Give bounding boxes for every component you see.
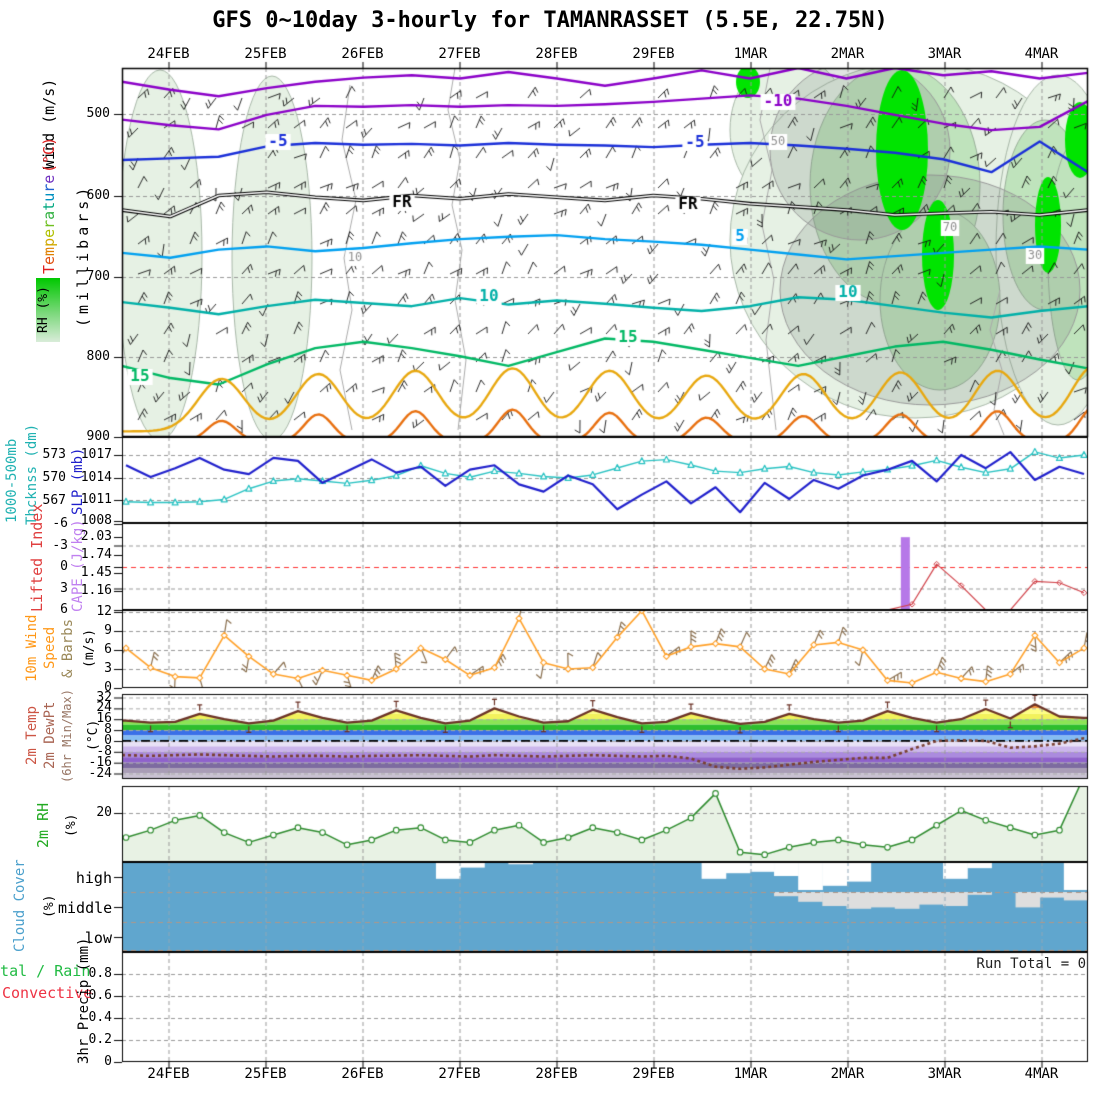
precip-tick: 0.4 <box>88 1010 112 1025</box>
thickness-tick: 570 <box>42 470 66 485</box>
slp-tick: 1008 <box>80 513 112 528</box>
precip-tick: 0.6 <box>88 988 112 1003</box>
wind-tick: 3 <box>104 661 112 676</box>
axis-label-rh-pct: (%) <box>64 813 79 837</box>
top-date-label: 27FEB <box>438 46 481 62</box>
cape-tick: 1.16 <box>80 583 112 598</box>
slp-tick: 1014 <box>80 470 112 485</box>
pressure-tick: 500 <box>86 106 110 121</box>
pressure-tick: 900 <box>86 429 110 444</box>
temp-tick: -24 <box>88 765 112 781</box>
legend-total-rain: Total / Rain <box>0 962 91 980</box>
cloud-row-label-high: high <box>75 869 112 887</box>
temperature-letter: a <box>40 210 58 220</box>
bottom-date-label: 1MAR <box>733 1066 768 1082</box>
bottom-date-label: 24FEB <box>147 1066 190 1082</box>
bottom-date-label: 2MAR <box>830 1066 865 1082</box>
bottom-date-label: 27FEB <box>438 1066 481 1082</box>
axis-label-speed: Speed <box>42 626 58 670</box>
top-date-label: 1MAR <box>733 46 768 62</box>
li-tick: -6 <box>52 516 68 531</box>
axis-label-temperature: Temperature <box>40 172 58 276</box>
li-tick: 3 <box>60 580 68 596</box>
slp-tick: 1017 <box>80 447 112 462</box>
precip-tick: 0.2 <box>88 1032 112 1047</box>
bottom-date-label: 4MAR <box>1024 1066 1059 1082</box>
thickness-tick: 567 <box>42 493 66 508</box>
temperature-letter: m <box>40 246 58 256</box>
temp-tick: -16 <box>88 754 112 770</box>
axis-label-2m-rh: 2m RH <box>34 802 52 848</box>
temperature-letter: u <box>40 192 58 202</box>
temperature-letter: e <box>40 174 58 184</box>
bottom-date-label: 28FEB <box>535 1066 578 1082</box>
temperature-letter: p <box>40 237 58 247</box>
axis-label-2m-temp: 2m Temp <box>24 705 40 765</box>
top-date-label: 25FEB <box>244 46 287 62</box>
temp-tick: 8 <box>104 722 112 738</box>
bottom-date-label: 25FEB <box>244 1066 287 1082</box>
axis-label-10m-wind: 10m Wind <box>24 614 40 682</box>
axis-label-thickness-1: 1000-500mb <box>4 438 20 524</box>
top-date-label: 26FEB <box>341 46 384 62</box>
page-title: GFS 0~10day 3-hourly for TAMANRASSET (5.… <box>212 8 888 33</box>
top-date-label: 3MAR <box>927 46 962 62</box>
slp-tick: 1011 <box>80 492 112 507</box>
rh-tick: 20 <box>96 805 112 820</box>
temperature-letter: e <box>40 228 58 238</box>
pressure-tick: 600 <box>86 188 110 203</box>
cloud-row-label-low: low <box>84 929 112 947</box>
wind-tick: 0 <box>104 680 112 695</box>
wind-tick: 9 <box>104 623 112 638</box>
top-date-label: 28FEB <box>535 46 578 62</box>
temperature-letter: t <box>40 201 58 211</box>
top-date-label: 29FEB <box>632 46 675 62</box>
wind-tick: 12 <box>96 604 112 619</box>
li-tick: -3 <box>52 537 68 553</box>
temperature-letter: r <box>40 183 58 193</box>
legend-convective: Convective <box>2 984 93 1002</box>
top-date-label: 24FEB <box>147 46 190 62</box>
precip-tick: 0.8 <box>88 966 112 981</box>
top-date-label: 2MAR <box>830 46 865 62</box>
axis-label-cloud-cover: Cloud Cover <box>12 859 28 953</box>
cape-tick: 2.03 <box>80 529 112 544</box>
rh-legend: RH (%) <box>36 278 60 342</box>
bottom-date-label: 26FEB <box>341 1066 384 1082</box>
temp-tick: 32 <box>96 689 112 705</box>
axis-label-degc: (°C) <box>40 136 58 174</box>
pressure-tick: 800 <box>86 349 110 364</box>
temperature-letter: r <box>40 219 58 229</box>
bottom-date-label: 29FEB <box>632 1066 675 1082</box>
cloud-row-label-middle: middle <box>58 899 113 917</box>
pressure-tick: 700 <box>86 269 110 284</box>
bottom-date-label: 3MAR <box>927 1066 962 1082</box>
cape-tick: 1.45 <box>80 565 112 580</box>
temp-tick: -8 <box>96 743 112 759</box>
temp-tick: 24 <box>96 700 112 716</box>
li-tick: 6 <box>60 602 68 617</box>
cape-tick: 1.74 <box>80 547 112 562</box>
axis-label-cc-pct: (%) <box>42 894 57 918</box>
temperature-letter: T <box>40 264 58 274</box>
rh-legend-label: RH (%) <box>36 286 51 334</box>
temp-tick: 0 <box>104 733 112 748</box>
precip-tick: 0 <box>104 1054 112 1069</box>
run-total-text: Run Total = 0 <box>976 956 1086 972</box>
wind-tick: 6 <box>104 642 112 657</box>
temperature-letter: e <box>40 255 58 265</box>
axis-label-millibars: (millibars) <box>74 183 92 327</box>
li-tick: 0 <box>60 559 68 574</box>
top-date-label: 4MAR <box>1024 46 1059 62</box>
thickness-tick: 573 <box>42 447 66 462</box>
temp-tick: 16 <box>96 711 112 727</box>
axis-label-2m-dewpt: 2m DewPt <box>42 701 58 769</box>
